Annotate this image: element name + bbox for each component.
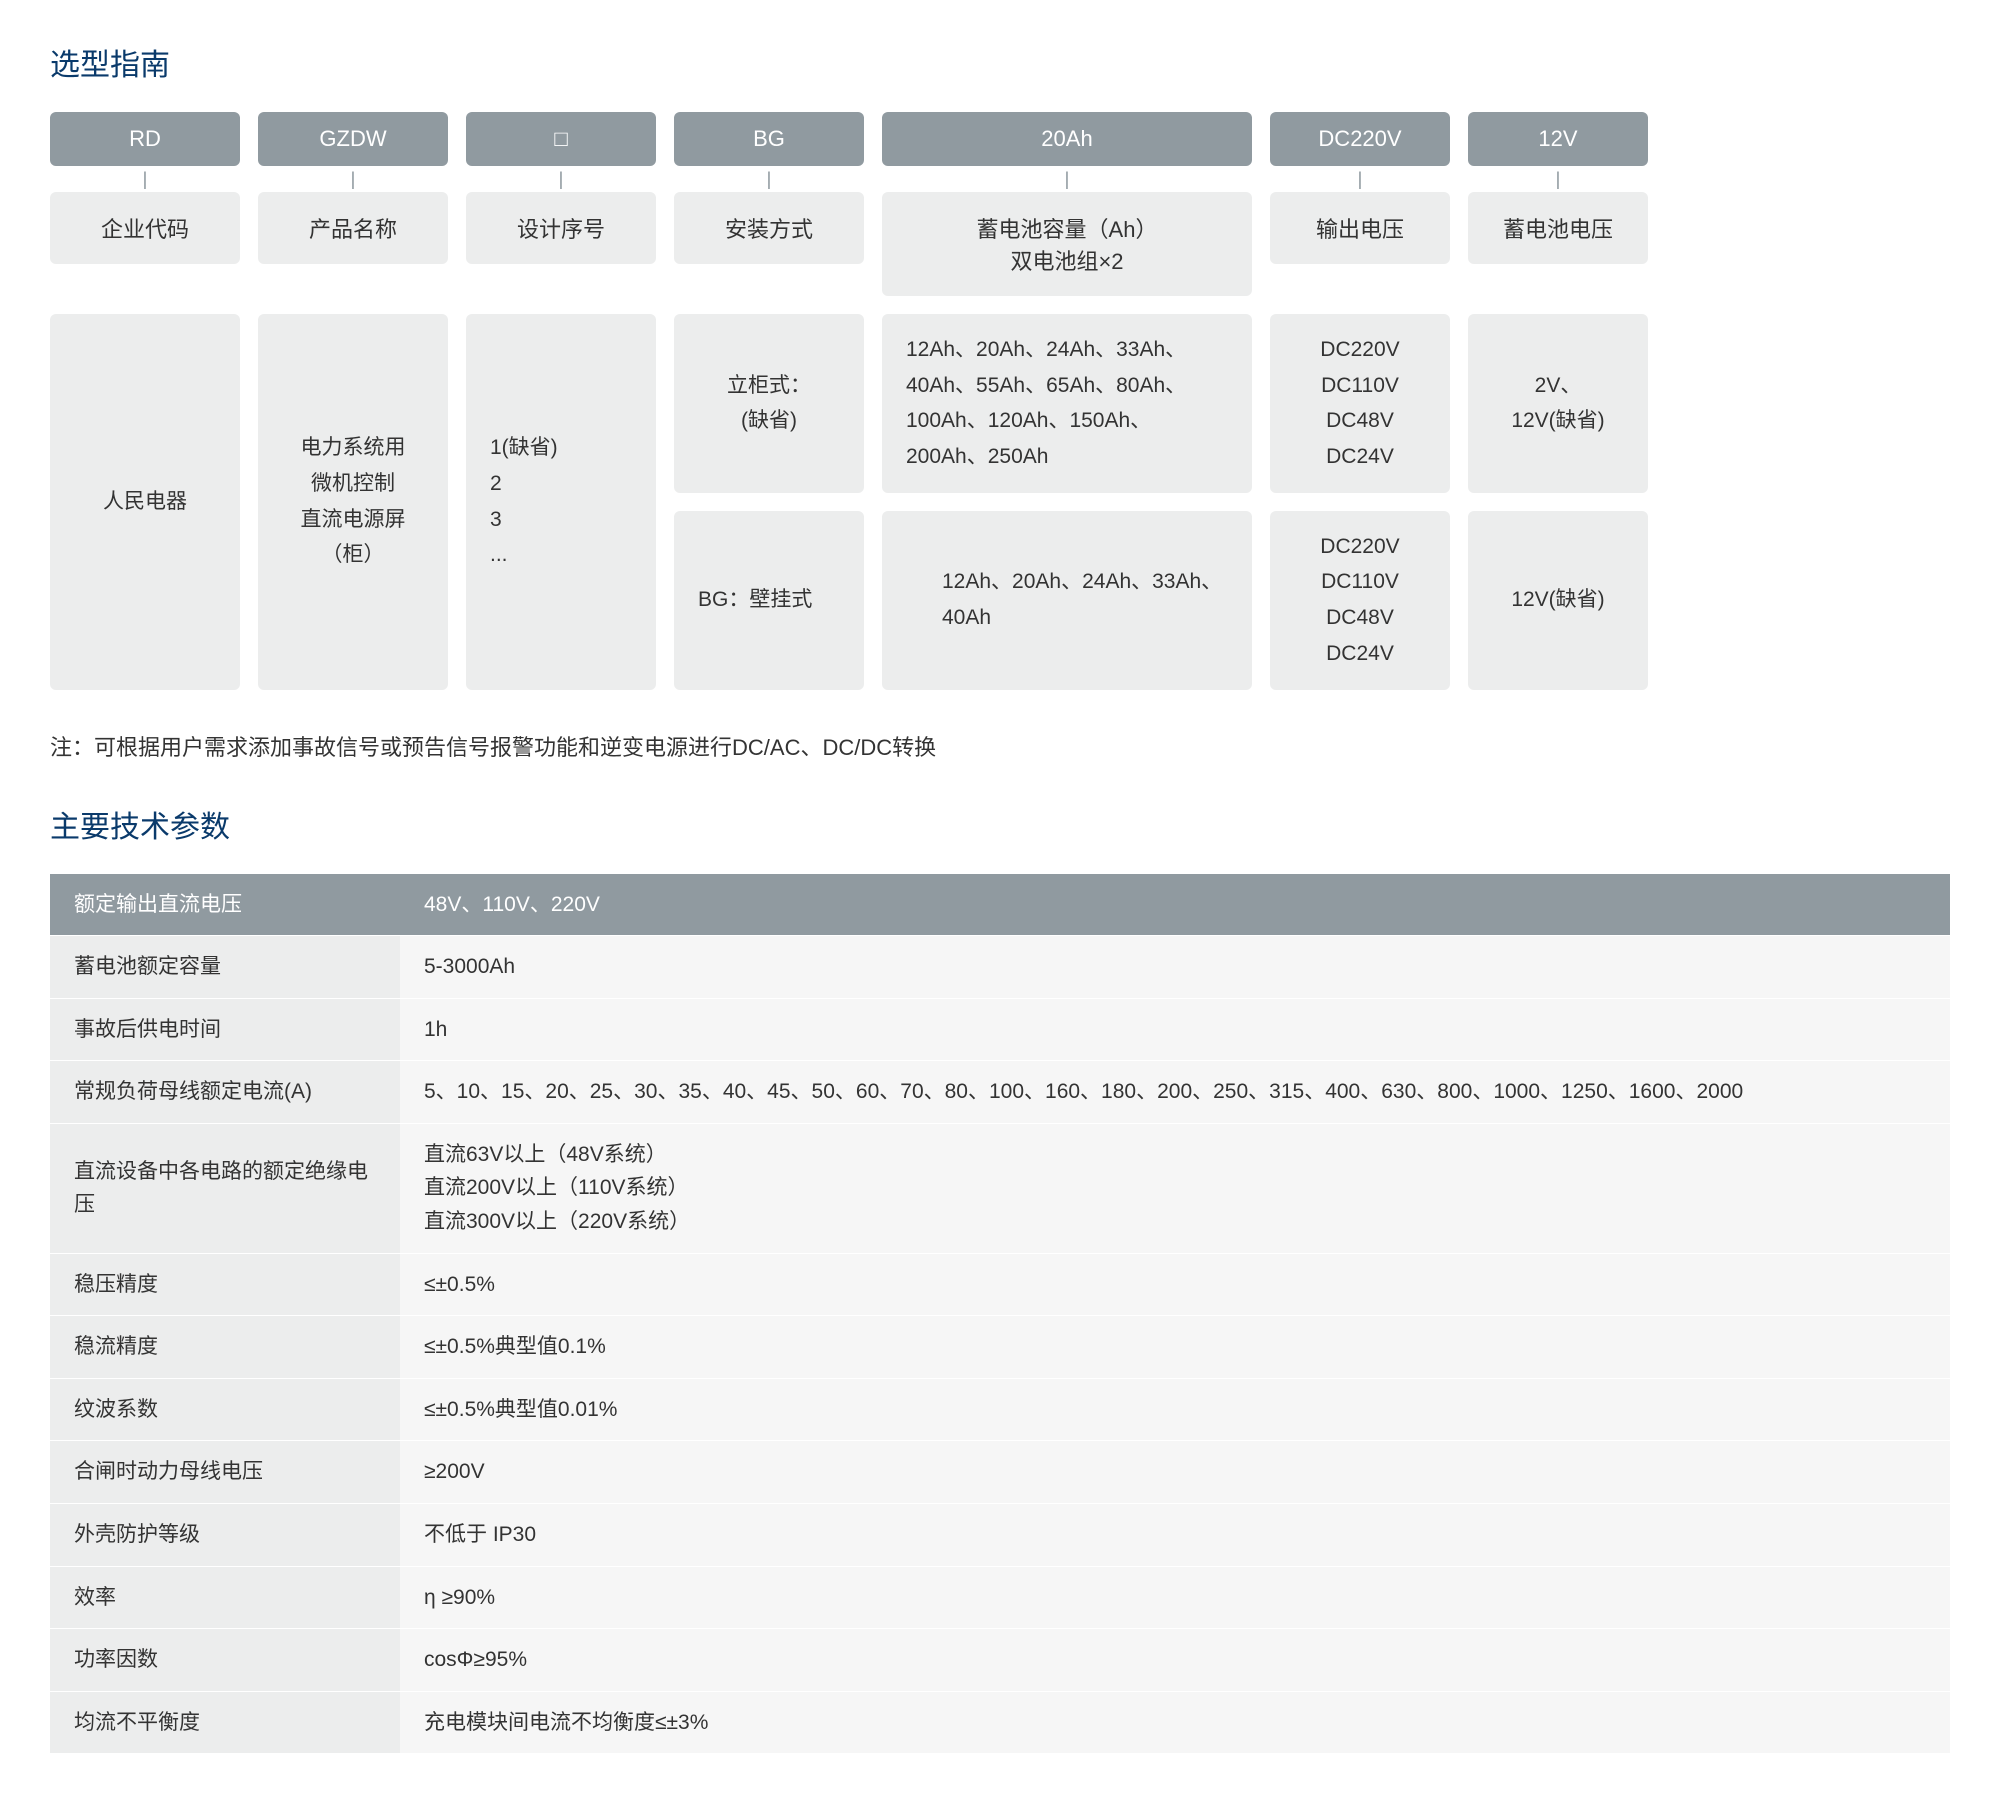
selection-guide: RD | 企业代码 GZDW | 产品名称 □ | 设计序号 BG | 安装方式… (50, 112, 1950, 690)
label-product: 产品名称 (258, 192, 448, 264)
spec-row: 外壳防护等级不低于 IP30 (50, 1504, 1950, 1567)
spec-row: 直流设备中各电路的额定绝缘电压直流63V以上（48V系统） 直流200V以上（1… (50, 1123, 1950, 1253)
spec-label: 均流不平衡度 (50, 1691, 400, 1754)
connector: | (1065, 170, 1070, 188)
label-enterprise: 企业代码 (50, 192, 240, 264)
code-header-design: □ (466, 112, 656, 166)
connector: | (767, 170, 772, 188)
value-install-wall: BG：壁挂式 (674, 511, 864, 690)
value-install-cabinet: 立柜式： (缺省) (674, 314, 864, 493)
spec-label: 稳流精度 (50, 1316, 400, 1379)
spec-row: 效率η ≥90% (50, 1566, 1950, 1629)
spec-value: 1h (400, 998, 1950, 1061)
spec-label: 常规负荷母线额定电流(A) (50, 1061, 400, 1124)
spec-value: 充电模块间电流不均衡度≤±3% (400, 1691, 1950, 1754)
value-enterprise: 人民电器 (50, 314, 240, 690)
spec-label: 事故后供电时间 (50, 998, 400, 1061)
selection-guide-note: 注：可根据用户需求添加事故信号或预告信号报警功能和逆变电源进行DC/AC、DC/… (50, 730, 1950, 762)
spec-row: 合闸时动力母线电压≥200V (50, 1441, 1950, 1504)
spec-title: 主要技术参数 (50, 802, 1950, 846)
value-battery-1: 2V、 12V(缺省) (1468, 314, 1648, 493)
selection-guide-title: 选型指南 (50, 40, 1950, 84)
spec-row: 蓄电池额定容量5-3000Ah (50, 936, 1950, 999)
value-output-1: DC220V DC110V DC48V DC24V (1270, 314, 1450, 493)
value-capacity-wall: 12Ah、20Ah、24Ah、33Ah、40Ah (882, 511, 1252, 690)
code-header-bg: BG (674, 112, 864, 166)
spec-value: 直流63V以上（48V系统） 直流200V以上（110V系统） 直流300V以上… (400, 1123, 1950, 1253)
spec-row: 均流不平衡度充电模块间电流不均衡度≤±3% (50, 1691, 1950, 1754)
spec-label: 效率 (50, 1566, 400, 1629)
spec-value: η ≥90% (400, 1566, 1950, 1629)
label-battery-voltage: 蓄电池电压 (1468, 192, 1648, 264)
value-output-2: DC220V DC110V DC48V DC24V (1270, 511, 1450, 690)
spec-value: ≤±0.5% (400, 1253, 1950, 1316)
spec-header-label: 额定输出直流电压 (50, 874, 400, 936)
code-header-battery: 12V (1468, 112, 1648, 166)
spec-label: 合闸时动力母线电压 (50, 1441, 400, 1504)
spec-value: ≤±0.5%典型值0.01% (400, 1378, 1950, 1441)
code-header-capacity: 20Ah (882, 112, 1252, 166)
spec-value: cosΦ≥95% (400, 1629, 1950, 1692)
connector: | (1556, 170, 1561, 188)
spec-value: ≤±0.5%典型值0.1% (400, 1316, 1950, 1379)
label-capacity: 蓄电池容量（Ah） 双电池组×2 (882, 192, 1252, 296)
spec-header-row: 额定输出直流电压 48V、110V、220V (50, 874, 1950, 936)
spec-label: 蓄电池额定容量 (50, 936, 400, 999)
spec-value: 不低于 IP30 (400, 1504, 1950, 1567)
value-battery-2: 12V(缺省) (1468, 511, 1648, 690)
spec-label: 纹波系数 (50, 1378, 400, 1441)
spec-label: 外壳防护等级 (50, 1504, 400, 1567)
label-design: 设计序号 (466, 192, 656, 264)
spec-value: 5-3000Ah (400, 936, 1950, 999)
connector: | (559, 170, 564, 188)
code-header-gzdw: GZDW (258, 112, 448, 166)
label-install: 安装方式 (674, 192, 864, 264)
spec-label: 功率因数 (50, 1629, 400, 1692)
spec-row: 稳流精度≤±0.5%典型值0.1% (50, 1316, 1950, 1379)
spec-value: 5、10、15、20、25、30、35、40、45、50、60、70、80、10… (400, 1061, 1950, 1124)
spec-label: 直流设备中各电路的额定绝缘电压 (50, 1123, 400, 1253)
spec-row: 功率因数cosΦ≥95% (50, 1629, 1950, 1692)
value-product: 电力系统用 微机控制 直流电源屏（柜） (258, 314, 448, 690)
spec-table: 额定输出直流电压 48V、110V、220V 蓄电池额定容量5-3000Ah事故… (50, 874, 1950, 1755)
spec-row: 常规负荷母线额定电流(A)5、10、15、20、25、30、35、40、45、5… (50, 1061, 1950, 1124)
connector: | (143, 170, 148, 188)
code-header-output: DC220V (1270, 112, 1450, 166)
connector: | (351, 170, 356, 188)
value-capacity-cabinet: 12Ah、20Ah、24Ah、33Ah、40Ah、55Ah、65Ah、80Ah、… (882, 314, 1252, 493)
connector: | (1358, 170, 1363, 188)
label-output-voltage: 输出电压 (1270, 192, 1450, 264)
spec-row: 事故后供电时间1h (50, 998, 1950, 1061)
spec-label: 稳压精度 (50, 1253, 400, 1316)
value-design: 1(缺省) 2 3 ... (466, 314, 656, 690)
spec-row: 稳压精度≤±0.5% (50, 1253, 1950, 1316)
spec-header-value: 48V、110V、220V (400, 874, 1950, 936)
code-header-rd: RD (50, 112, 240, 166)
spec-value: ≥200V (400, 1441, 1950, 1504)
spec-row: 纹波系数≤±0.5%典型值0.01% (50, 1378, 1950, 1441)
